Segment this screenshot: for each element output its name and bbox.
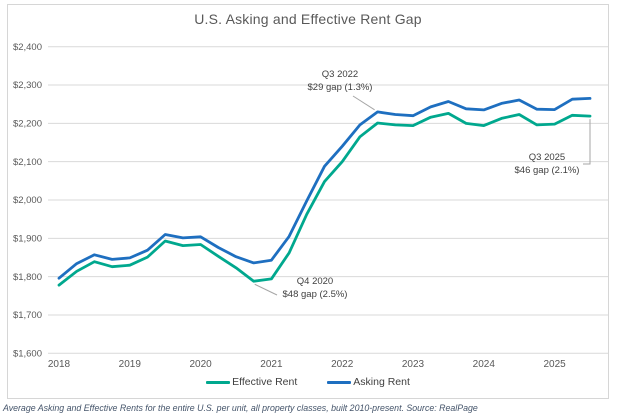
y-axis-label: $1,800: [13, 272, 42, 283]
legend-label-effective-rent: Effective Rent: [232, 376, 298, 388]
y-axis-label: $1,900: [13, 234, 42, 245]
bracket-q3-2025: [583, 119, 591, 165]
chart-title: U.S. Asking and Effective Rent Gap: [194, 11, 422, 27]
x-axis-label: 2023: [402, 359, 425, 370]
y-axis-label: $2,200: [13, 119, 42, 130]
y-axis-label: $1,600: [13, 349, 42, 360]
x-axis-label: 2024: [473, 359, 496, 370]
annotation-q3-2022-value: $29 gap (1.3%): [307, 81, 373, 93]
legend-item-effective-rent: Effective Rent: [206, 376, 297, 388]
y-axis-label: $1,700: [13, 310, 42, 321]
legend-item-asking-rent: Asking Rent: [327, 376, 410, 388]
x-axis-label: 2022: [331, 359, 354, 370]
leader-line-q3-2022: [352, 95, 375, 111]
annotation-q4-2020-title: Q4 2020: [296, 276, 334, 287]
leader-line-q4-2020: [254, 283, 278, 296]
asking-rent-line-swatch: [327, 380, 352, 384]
y-axis-label: $2,000: [13, 195, 42, 206]
y-axis-label: $2,300: [13, 80, 42, 91]
x-axis-label: 2019: [119, 359, 142, 370]
chart-legend: Effective Rent Asking Rent: [7, 376, 609, 388]
annotation-q3-2022-title: Q3 2022: [321, 69, 359, 80]
x-axis-label: 2018: [48, 359, 71, 370]
annotation-q3-2025-title: Q3 2025: [528, 152, 566, 163]
y-axis-label: $2,100: [13, 157, 42, 168]
annotation-q4-2020-value: $48 gap (2.5%): [282, 288, 348, 300]
x-axis-label: 2021: [260, 359, 283, 370]
x-axis-label: 2025: [543, 359, 566, 370]
effective-rent-line-swatch: [206, 380, 231, 384]
asking-rent-line: [57, 97, 592, 280]
annotation-q3-2025-value: $46 gap (2.1%): [514, 164, 580, 176]
effective-rent-line: [57, 112, 592, 287]
x-axis-label: 2020: [189, 359, 212, 370]
annotation-q3-2025: Q3 2025 $46 gap (2.1%): [482, 152, 612, 177]
annotation-q4-2020: Q4 2020 $48 gap (2.5%): [250, 276, 380, 301]
y-axis-label: $2,400: [13, 42, 42, 53]
annotation-q3-2022: Q3 2022 $29 gap (1.3%): [275, 69, 405, 94]
source-footnote: Average Asking and Effective Rents for t…: [3, 403, 478, 413]
legend-label-asking-rent: Asking Rent: [353, 376, 410, 388]
